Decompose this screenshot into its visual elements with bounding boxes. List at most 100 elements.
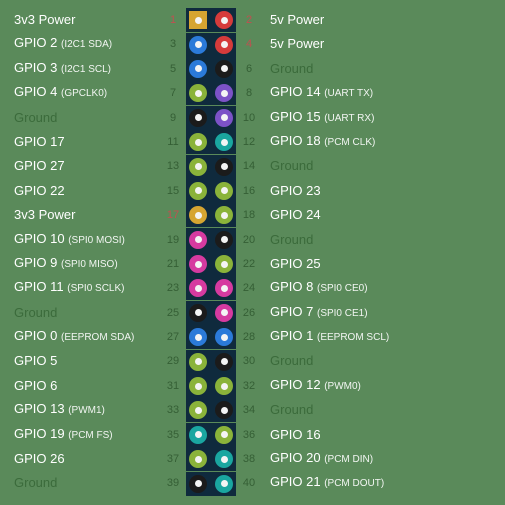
pin-row: GPIO 2 (I2C1 SDA)345v Power [0, 32, 505, 56]
pin-hole [221, 383, 228, 390]
pin-ring [215, 353, 233, 371]
pin-pad [212, 203, 236, 227]
pin-row: Ground910GPIO 15 (UART RX) [0, 106, 505, 130]
pin-label-left: GPIO 27 [0, 154, 160, 178]
pin-number: 25 [160, 301, 186, 325]
pin-label-alt: (UART RX) [324, 113, 374, 124]
pin-label-text: GPIO 13 [14, 401, 65, 416]
pin-pad [212, 276, 236, 300]
pin-number: 36 [236, 423, 262, 447]
pin-pad [186, 228, 210, 252]
pin-ring [189, 450, 207, 468]
pin-label-alt: (PWM1) [68, 405, 105, 416]
pin-hole [221, 480, 228, 487]
pin-pad [186, 350, 210, 374]
pin-ring [189, 158, 207, 176]
pin-pad [186, 57, 210, 81]
pin-label-alt: (I2C1 SCL) [61, 64, 111, 75]
pin-label-right: GPIO 1 (EEPROM SCL) [262, 324, 437, 350]
pin-pad [186, 8, 210, 32]
pin-hole [221, 139, 228, 146]
pin-label-text: GPIO 20 [270, 450, 321, 465]
pin-pad [186, 374, 210, 398]
pin-strip [186, 33, 236, 57]
pin-pad [212, 228, 236, 252]
pin-label-text: 5v Power [270, 36, 324, 51]
pin-number: 26 [236, 301, 262, 325]
pin-ring [215, 133, 233, 151]
pin-hole [221, 17, 228, 24]
pin-label-alt: (PWM0) [324, 381, 361, 392]
pin-hole [195, 187, 202, 194]
pin-label-text: Ground [14, 305, 57, 320]
pin-label-left: GPIO 22 [0, 179, 160, 203]
pin-number: 9 [160, 106, 186, 130]
pin-label-text: GPIO 12 [270, 377, 321, 392]
pin-pad [212, 423, 236, 447]
pin-row: 3v3 Power125v Power [0, 8, 505, 32]
pin-pad [212, 8, 236, 32]
pin-label-right: Ground [262, 57, 437, 81]
pin-label-text: GPIO 19 [14, 426, 65, 441]
pin-number: 11 [160, 130, 186, 154]
pin-ring [215, 450, 233, 468]
pin-ring [189, 133, 207, 151]
pin-hole [221, 163, 228, 170]
pin-row: GPIO 10 (SPI0 MOSI)1920Ground [0, 228, 505, 252]
pin-ring [189, 206, 207, 224]
pin-hole [195, 431, 202, 438]
pin-label-text: GPIO 26 [14, 451, 65, 466]
pin-label-text: GPIO 2 [14, 35, 57, 50]
pin-label-left: GPIO 11 (SPI0 SCLK) [0, 275, 160, 301]
pin-label-alt: (SPI0 MOSI) [68, 235, 125, 246]
pin-label-alt: (SPI0 CE0) [317, 283, 368, 294]
pin-hole [195, 383, 202, 390]
pin-row: GPIO 9 (SPI0 MISO)2122GPIO 25 [0, 252, 505, 276]
pin-label-text: Ground [14, 475, 57, 490]
pin-ring [189, 377, 207, 395]
pin-ring [215, 206, 233, 224]
pin-pad [212, 179, 236, 203]
pin-label-right: Ground [262, 154, 437, 178]
pin-label-right: GPIO 16 [262, 423, 437, 447]
pin-label-text: GPIO 11 [14, 279, 64, 294]
pin-label-right: Ground [262, 349, 437, 373]
pin-pad [186, 252, 210, 276]
pin-number: 5 [160, 57, 186, 81]
pin-strip [186, 276, 236, 300]
pin-row: Ground2526GPIO 7 (SPI0 CE1) [0, 301, 505, 325]
pin-ring [189, 426, 207, 444]
pin-hole [221, 285, 228, 292]
pin-label-left: GPIO 10 (SPI0 MOSI) [0, 227, 160, 253]
pin-ring [189, 231, 207, 249]
pin-ring [189, 60, 207, 78]
pin-pad [212, 301, 236, 325]
pin-row: GPIO 4 (GPCLK0)78GPIO 14 (UART TX) [0, 81, 505, 105]
pin-number: 14 [236, 154, 262, 178]
pin-pad [186, 33, 210, 57]
pin-pad [186, 301, 210, 325]
pin-hole [195, 90, 202, 97]
pin-label-text: GPIO 10 [14, 231, 65, 246]
pin-label-alt: (PCM DIN) [324, 454, 373, 465]
pin-label-right: Ground [262, 228, 437, 252]
pin-number: 3 [160, 32, 186, 56]
pin-number: 31 [160, 374, 186, 398]
pin-hole [221, 261, 228, 268]
pin-number: 12 [236, 130, 262, 154]
pin-label-text: GPIO 17 [14, 134, 65, 149]
pin-number: 8 [236, 81, 262, 105]
pin-strip [186, 374, 236, 398]
pin-row: Ground3940GPIO 21 (PCM DOUT) [0, 471, 505, 495]
pin-number: 28 [236, 325, 262, 349]
pin-label-alt: (EEPROM SCL) [317, 332, 389, 343]
pin-label-left: GPIO 0 (EEPROM SDA) [0, 324, 160, 350]
pin-number: 13 [160, 154, 186, 178]
pin-label-left: GPIO 2 (I2C1 SDA) [0, 31, 160, 57]
pin-ring [215, 84, 233, 102]
pin-label-text: GPIO 8 [270, 279, 313, 294]
pin-pad [186, 447, 210, 471]
pin-label-right: Ground [262, 398, 437, 422]
pin-number: 33 [160, 398, 186, 422]
pin-number: 22 [236, 252, 262, 276]
